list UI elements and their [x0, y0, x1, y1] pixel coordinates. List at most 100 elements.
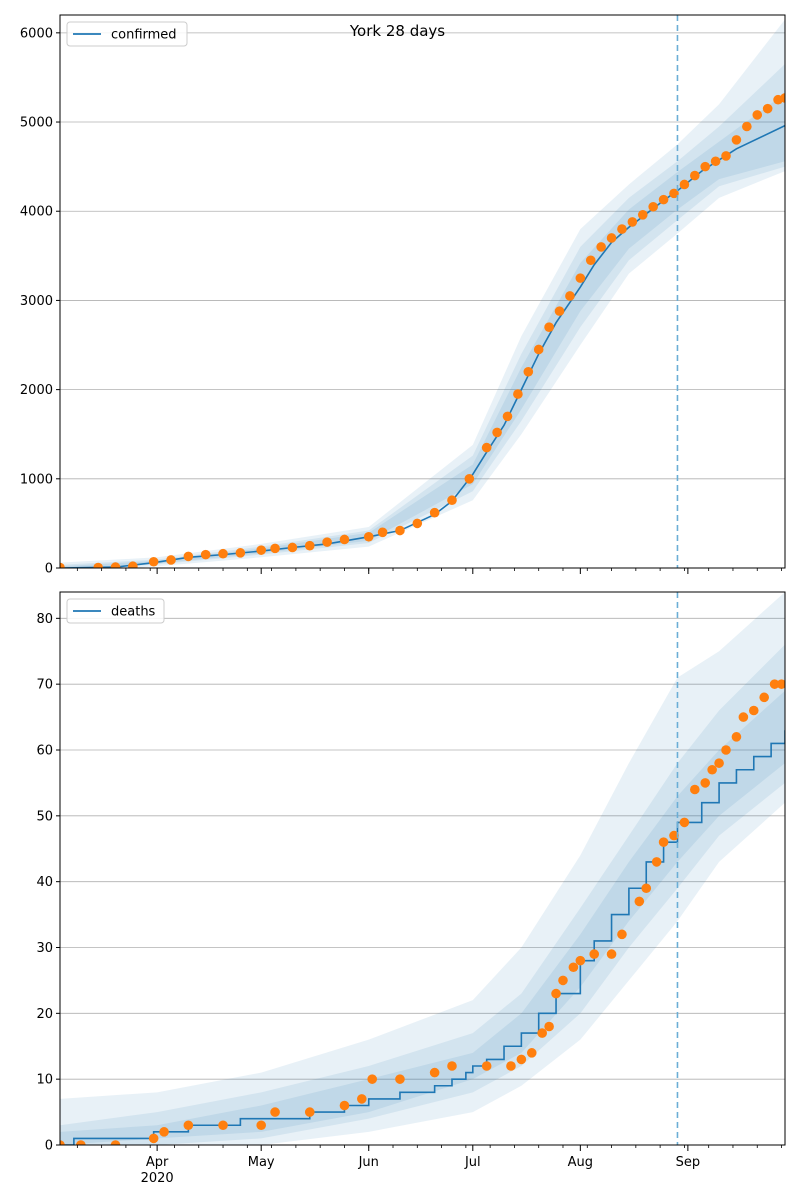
panel-2-observed-point: [356, 1094, 367, 1104]
panel-2-xtick-label: Sep: [676, 1155, 701, 1170]
panel-1-uncertainty-band: [60, 19, 785, 568]
panel-1-observed-point: [464, 474, 475, 484]
panel-2-observed-point: [339, 1100, 350, 1111]
panel-1-plot-area: [60, 15, 785, 568]
panel-1-observed-point: [575, 273, 586, 283]
panel-2-observed-point: [634, 896, 645, 907]
panel-1-observed-point: [690, 170, 700, 181]
panel-2-observed-point: [641, 883, 652, 894]
panel-2-legend-label: deaths: [111, 605, 156, 620]
panel-1-ytick-label: 1000: [20, 472, 53, 487]
panel-2-observed-point: [669, 830, 679, 841]
panel-2-axes-frame: [59, 591, 786, 1146]
panel-2-ytick-label: 10: [36, 1073, 53, 1088]
panel-2-xtick-label: Jul: [464, 1155, 481, 1170]
panel-2-legend-box: [66, 598, 165, 624]
panel-2-observed-point: [159, 1127, 169, 1137]
panel-1-observed-point: [617, 224, 627, 234]
panel-1-observed-point: [606, 233, 617, 243]
panel-1-ytick-label: 6000: [20, 26, 53, 41]
panel-2-ytick-label: 30: [36, 941, 53, 956]
panel-1-observed-point: [596, 242, 606, 252]
panel-2-xtick-year-label: 2020: [141, 1171, 174, 1186]
panel-1-observed-point: [554, 306, 565, 316]
panel-1-observed-point: [565, 291, 575, 301]
panel-1-uncertainty-band: [60, 64, 785, 568]
panel-2-observed-point: [218, 1120, 228, 1131]
panel-2-observed-point: [148, 1133, 159, 1144]
panel-1-observed-point: [544, 322, 554, 332]
panel-1-observed-point: [513, 389, 523, 399]
panel-2-xtick-label: Jun: [358, 1155, 379, 1170]
panel-1-observed-point: [183, 551, 194, 562]
panel-1-observed-point: [658, 194, 669, 205]
panel-2-observed-point: [183, 1120, 194, 1131]
panel-1-title: York 28 days: [349, 22, 445, 40]
panel-1-observed-point: [710, 156, 721, 167]
panel-2-observed-point: [776, 679, 785, 689]
panel-1-observed-point: [627, 217, 638, 227]
panel-1-observed-point: [502, 411, 513, 422]
panel-1-observed-point: [585, 255, 596, 266]
panel-1-observed-point: [322, 537, 332, 547]
panel-2-observed-point: [76, 1140, 86, 1145]
panel-2-observed-point: [60, 1140, 65, 1145]
panel-1-observed-point: [731, 135, 742, 145]
panel-2-observed-point: [270, 1107, 280, 1117]
panel-2-observed-point: [589, 949, 600, 959]
panel-1-observed-point: [637, 209, 648, 220]
panel-1-observed-point: [533, 344, 544, 355]
panel-1-observed-point: [700, 161, 711, 172]
panel-1-observed-point: [235, 548, 246, 558]
panel-1-observed-point: [395, 525, 405, 536]
panel-2-observed-point: [526, 1048, 537, 1058]
panel-2-observed-point: [748, 705, 759, 716]
panel-2-plot-area: [60, 592, 785, 1145]
panel-2-observed-point: [304, 1107, 315, 1117]
panel-1-legend-label: confirmed: [111, 28, 177, 43]
panel-2-ytick-label: 50: [36, 809, 53, 824]
panel-2-observed-point: [568, 962, 579, 973]
panel-1-ytick-label: 3000: [20, 294, 53, 309]
panel-2-observed-point: [575, 955, 586, 966]
panel-2-observed-point: [658, 837, 669, 847]
panel-1-observed-point: [304, 540, 315, 551]
panel-1-observed-point: [492, 427, 502, 438]
panel-2-observed-point: [110, 1140, 121, 1145]
panel-2-observed-point: [759, 692, 769, 703]
panel-2-xtick-label: May: [248, 1155, 275, 1170]
panel-1-axes-frame: [59, 14, 786, 569]
panel-1-observed-point: [752, 110, 763, 120]
panel-1-observed-point: [148, 556, 159, 567]
panel-1-observed-point: [669, 188, 679, 199]
panel-2-legend: deaths: [66, 598, 165, 624]
panel-1-observed-point: [270, 543, 280, 554]
panel-2-observed-point: [429, 1067, 440, 1078]
panel-1-observed-point: [412, 518, 423, 529]
panel-1-ytick-label: 2000: [20, 383, 53, 398]
panel-2-observed-point: [707, 764, 717, 775]
panel-2-observed-point: [679, 817, 690, 828]
panel-1-observed-point: [377, 527, 388, 538]
panel-2-observed-point: [738, 712, 749, 722]
panel-2-observed-point: [714, 758, 724, 768]
panel-2-observed-point: [367, 1074, 378, 1084]
panel-2-observed-point: [617, 929, 627, 940]
panel-2-observed-point: [447, 1061, 457, 1071]
panel-2-observed-point: [256, 1120, 266, 1131]
panel-2-ytick-label: 0: [45, 1139, 53, 1154]
panel-2-observed-point: [516, 1054, 527, 1065]
panel-1-observed-point: [93, 562, 103, 568]
panel-1-observed-point: [648, 201, 658, 212]
panel-2-uncertainty-band: [60, 644, 785, 1145]
panel-2-observed-point: [506, 1061, 516, 1071]
panel-1-observed-point: [287, 542, 298, 553]
panel-1-observed-point: [60, 562, 65, 568]
panel-2-ytick-label: 40: [36, 875, 53, 890]
panel-2-observed-point: [731, 732, 742, 742]
panel-1-observed-point: [429, 507, 440, 518]
panel-1-ytick-label: 5000: [20, 116, 53, 131]
panel-1-ytick-label: 4000: [20, 205, 53, 220]
panel-2-observed-point: [606, 949, 617, 959]
panel-1-legend-box: [66, 21, 188, 47]
